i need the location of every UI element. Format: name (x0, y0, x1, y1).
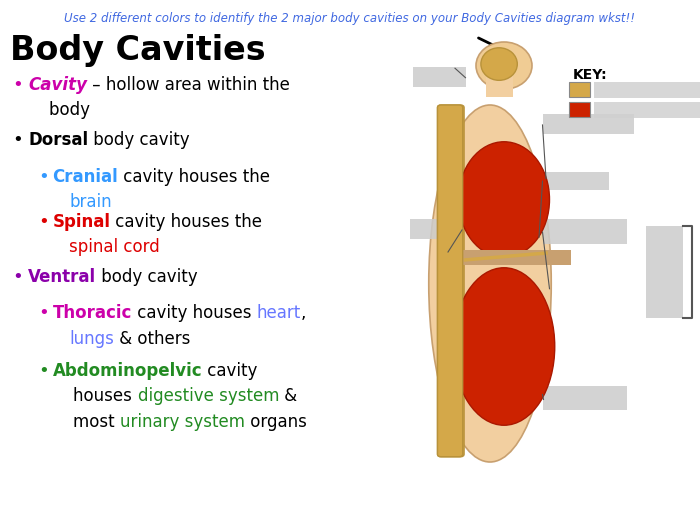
Text: ,: , (301, 304, 307, 322)
Bar (542, 172, 609, 190)
Bar (569, 82, 590, 97)
Bar (486, 70, 513, 97)
Text: KEY:: KEY: (573, 68, 607, 82)
Ellipse shape (481, 48, 517, 80)
Bar (594, 82, 700, 98)
Bar (569, 102, 590, 117)
Text: Spinal: Spinal (52, 213, 111, 230)
Text: houses: houses (52, 387, 138, 405)
Text: organs: organs (246, 413, 307, 430)
Text: body: body (28, 101, 90, 119)
Text: body cavity: body cavity (88, 131, 190, 149)
Ellipse shape (428, 105, 552, 462)
FancyBboxPatch shape (438, 105, 463, 457)
Text: Abdominopelvic: Abdominopelvic (52, 362, 202, 380)
Ellipse shape (476, 42, 532, 89)
Bar (458, 250, 570, 265)
Text: cavity: cavity (202, 362, 258, 380)
Text: urinary system: urinary system (120, 413, 246, 430)
Text: •: • (38, 213, 49, 230)
Text: Dorsal: Dorsal (28, 131, 88, 149)
Text: &: & (279, 387, 298, 405)
Text: •: • (38, 362, 49, 380)
Text: Use 2 different colors to identify the 2 major body cavities on your Body Caviti: Use 2 different colors to identify the 2… (64, 12, 636, 25)
Text: cavity houses the: cavity houses the (118, 168, 270, 186)
Text: •: • (13, 268, 23, 286)
FancyBboxPatch shape (438, 105, 464, 457)
Text: •: • (13, 131, 23, 149)
Text: •: • (38, 168, 49, 186)
Text: spinal cord: spinal cord (69, 238, 160, 256)
Bar (646, 226, 682, 318)
Bar (410, 219, 462, 239)
Text: digestive system: digestive system (138, 387, 279, 405)
Bar (542, 114, 634, 134)
Bar (542, 219, 626, 244)
Bar (594, 102, 700, 118)
Ellipse shape (458, 142, 550, 257)
Text: Cranial: Cranial (52, 168, 118, 186)
Ellipse shape (454, 268, 554, 425)
Text: Cavity: Cavity (28, 76, 87, 94)
Text: body cavity: body cavity (96, 268, 197, 286)
Text: lungs: lungs (69, 330, 114, 348)
Text: cavity houses: cavity houses (132, 304, 257, 322)
Text: Thoracic: Thoracic (52, 304, 132, 322)
Bar (413, 67, 466, 87)
Text: heart: heart (257, 304, 301, 322)
Text: •: • (13, 76, 23, 94)
Text: •: • (38, 304, 49, 322)
Text: Ventral: Ventral (28, 268, 96, 286)
Text: most: most (52, 413, 120, 430)
Bar (542, 386, 626, 410)
Text: & others: & others (114, 330, 190, 348)
Text: Body Cavities: Body Cavities (10, 34, 266, 67)
Text: brain: brain (69, 193, 112, 211)
Text: – hollow area within the: – hollow area within the (87, 76, 290, 94)
Text: cavity houses the: cavity houses the (111, 213, 262, 230)
